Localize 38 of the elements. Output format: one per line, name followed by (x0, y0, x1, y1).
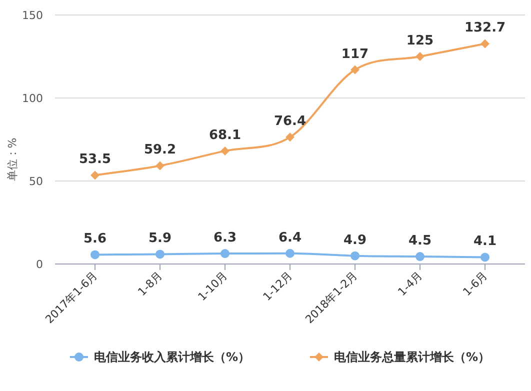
data-label: 4.5 (408, 234, 432, 249)
data-label: 125 (406, 34, 434, 48)
y-tick-label: 50 (29, 175, 43, 188)
data-label: 6.4 (278, 230, 302, 246)
legend-label: 电信业务收入累计增长（%） (94, 350, 250, 364)
x-tick-label: 1-8月 (135, 268, 166, 299)
point (90, 170, 100, 180)
y-axis-title: 单位：% (6, 138, 19, 182)
data-label: 4.1 (473, 234, 497, 250)
data-label: 53.5 (78, 152, 112, 168)
data-label: 76.4 (274, 114, 306, 130)
point (416, 252, 424, 262)
data-label: 5.6 (83, 232, 107, 247)
x-tick-label: 1-6月 (460, 268, 490, 299)
point (156, 161, 164, 170)
x-tick-label: 1-4月 (395, 268, 426, 299)
point (286, 132, 294, 142)
y-tick-label: 0 (36, 258, 43, 271)
point (220, 249, 230, 258)
data-label: 6.3 (213, 230, 237, 246)
data-label: 117 (341, 46, 369, 62)
point (416, 52, 424, 61)
y-tick-label: 100 (22, 92, 43, 105)
point (350, 251, 360, 260)
data-label: 4.9 (343, 232, 367, 248)
point (286, 248, 294, 258)
point (480, 39, 490, 48)
data-label: 5.9 (148, 231, 172, 246)
point (90, 250, 100, 260)
point (350, 65, 360, 74)
point (480, 252, 490, 262)
data-label: 132.7 (464, 20, 506, 36)
data-label: 59.2 (144, 142, 176, 158)
legend-label: 电信业务总量累计增长（%） (334, 350, 490, 364)
y-tick-label: 150 (22, 9, 43, 22)
data-label: 68.1 (208, 128, 242, 143)
point (220, 146, 230, 156)
point (156, 250, 164, 259)
